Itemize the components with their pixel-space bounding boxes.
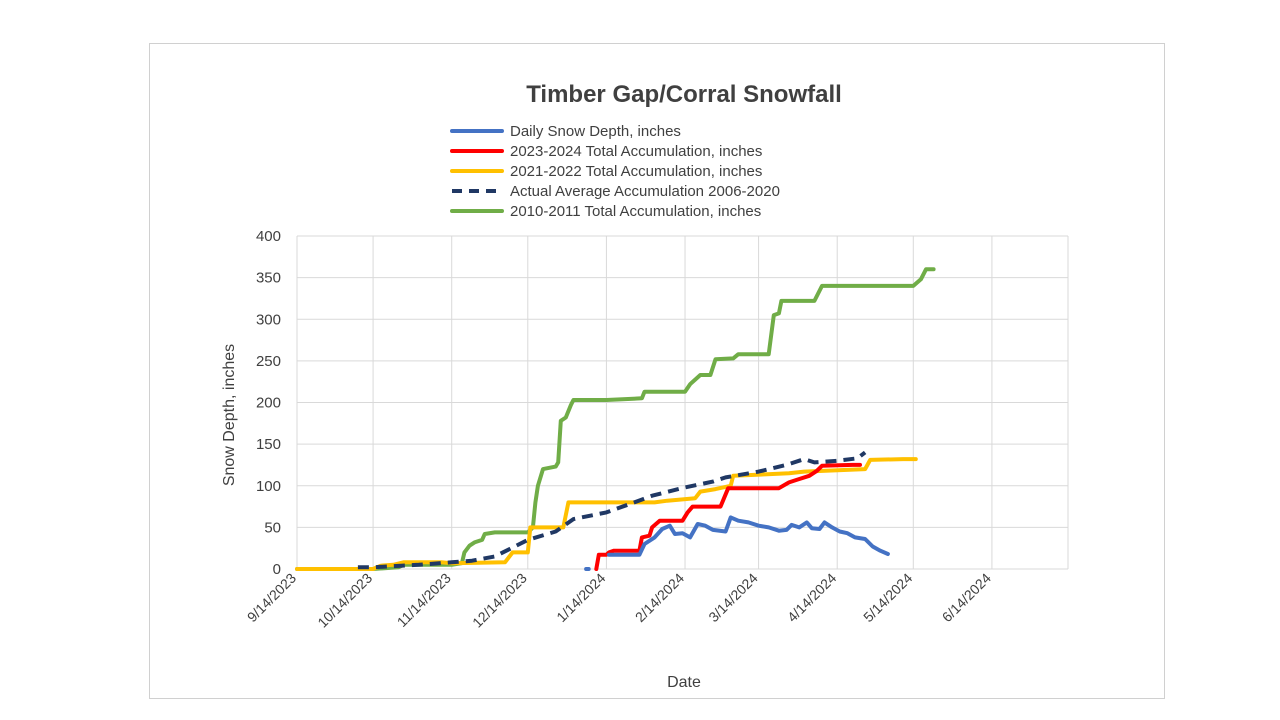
x-tick-label: 1/14/2024: [553, 570, 609, 626]
grid: [296, 235, 1069, 570]
series-line-2: [295, 457, 918, 571]
y-tick-label: 50: [264, 519, 281, 536]
x-tick-label: 4/14/2024: [784, 570, 840, 626]
chart-area: Timber Gap/Corral Snowfall Daily Snow De…: [149, 43, 1165, 699]
series-layer: [295, 267, 936, 571]
y-axis-ticks: 0 50 100 150 200 250 300 350 400: [256, 228, 281, 578]
legend-label-0: Daily Snow Depth, inches: [510, 123, 681, 140]
y-tick-label: 150: [256, 436, 281, 453]
series-line-1: [594, 462, 862, 571]
legend-label-1: 2023-2024 Total Accumulation, inches: [510, 143, 762, 160]
y-tick-label: 350: [256, 270, 281, 287]
y-tick-label: 300: [256, 311, 281, 328]
x-axis-title: Date: [667, 674, 701, 691]
x-axis-ticks: 9/14/2023 10/14/2023 11/14/2023 12/14/2023 1…: [244, 570, 994, 631]
chart-svg: Timber Gap/Corral Snowfall Daily Snow De…: [221, 81, 1069, 691]
legend-label-4: 2010-2011 Total Accumulation, inches: [510, 203, 761, 220]
legend-label-3: Actual Average Accumulation 2006-2020: [510, 183, 780, 200]
legend: Daily Snow Depth, inches 2023-2024 Total …: [450, 123, 780, 220]
x-tick-label: 12/14/2023: [469, 570, 530, 631]
x-tick-label: 10/14/2023: [314, 570, 375, 631]
series-line-4: [295, 267, 936, 571]
y-tick-label: 200: [256, 395, 281, 412]
x-tick-label: 2/14/2024: [632, 570, 688, 626]
y-tick-label: 100: [256, 478, 281, 495]
series-line-0: [584, 515, 890, 571]
y-tick-label: 250: [256, 353, 281, 370]
x-tick-label: 9/14/2023: [244, 570, 300, 626]
x-tick-label: 11/14/2023: [394, 570, 454, 630]
y-tick-label: 400: [256, 228, 281, 245]
y-axis-title: Snow Depth, inches: [221, 344, 238, 486]
x-tick-label: 6/14/2024: [939, 570, 995, 626]
x-tick-label: 5/14/2024: [860, 570, 916, 626]
x-tick-label: 3/14/2024: [705, 570, 761, 626]
series-line-3: [357, 450, 867, 570]
chart-title: Timber Gap/Corral Snowfall: [526, 81, 842, 108]
y-tick-label: 0: [273, 561, 281, 578]
legend-label-2: 2021-2022 Total Accumulation, inches: [510, 163, 762, 180]
